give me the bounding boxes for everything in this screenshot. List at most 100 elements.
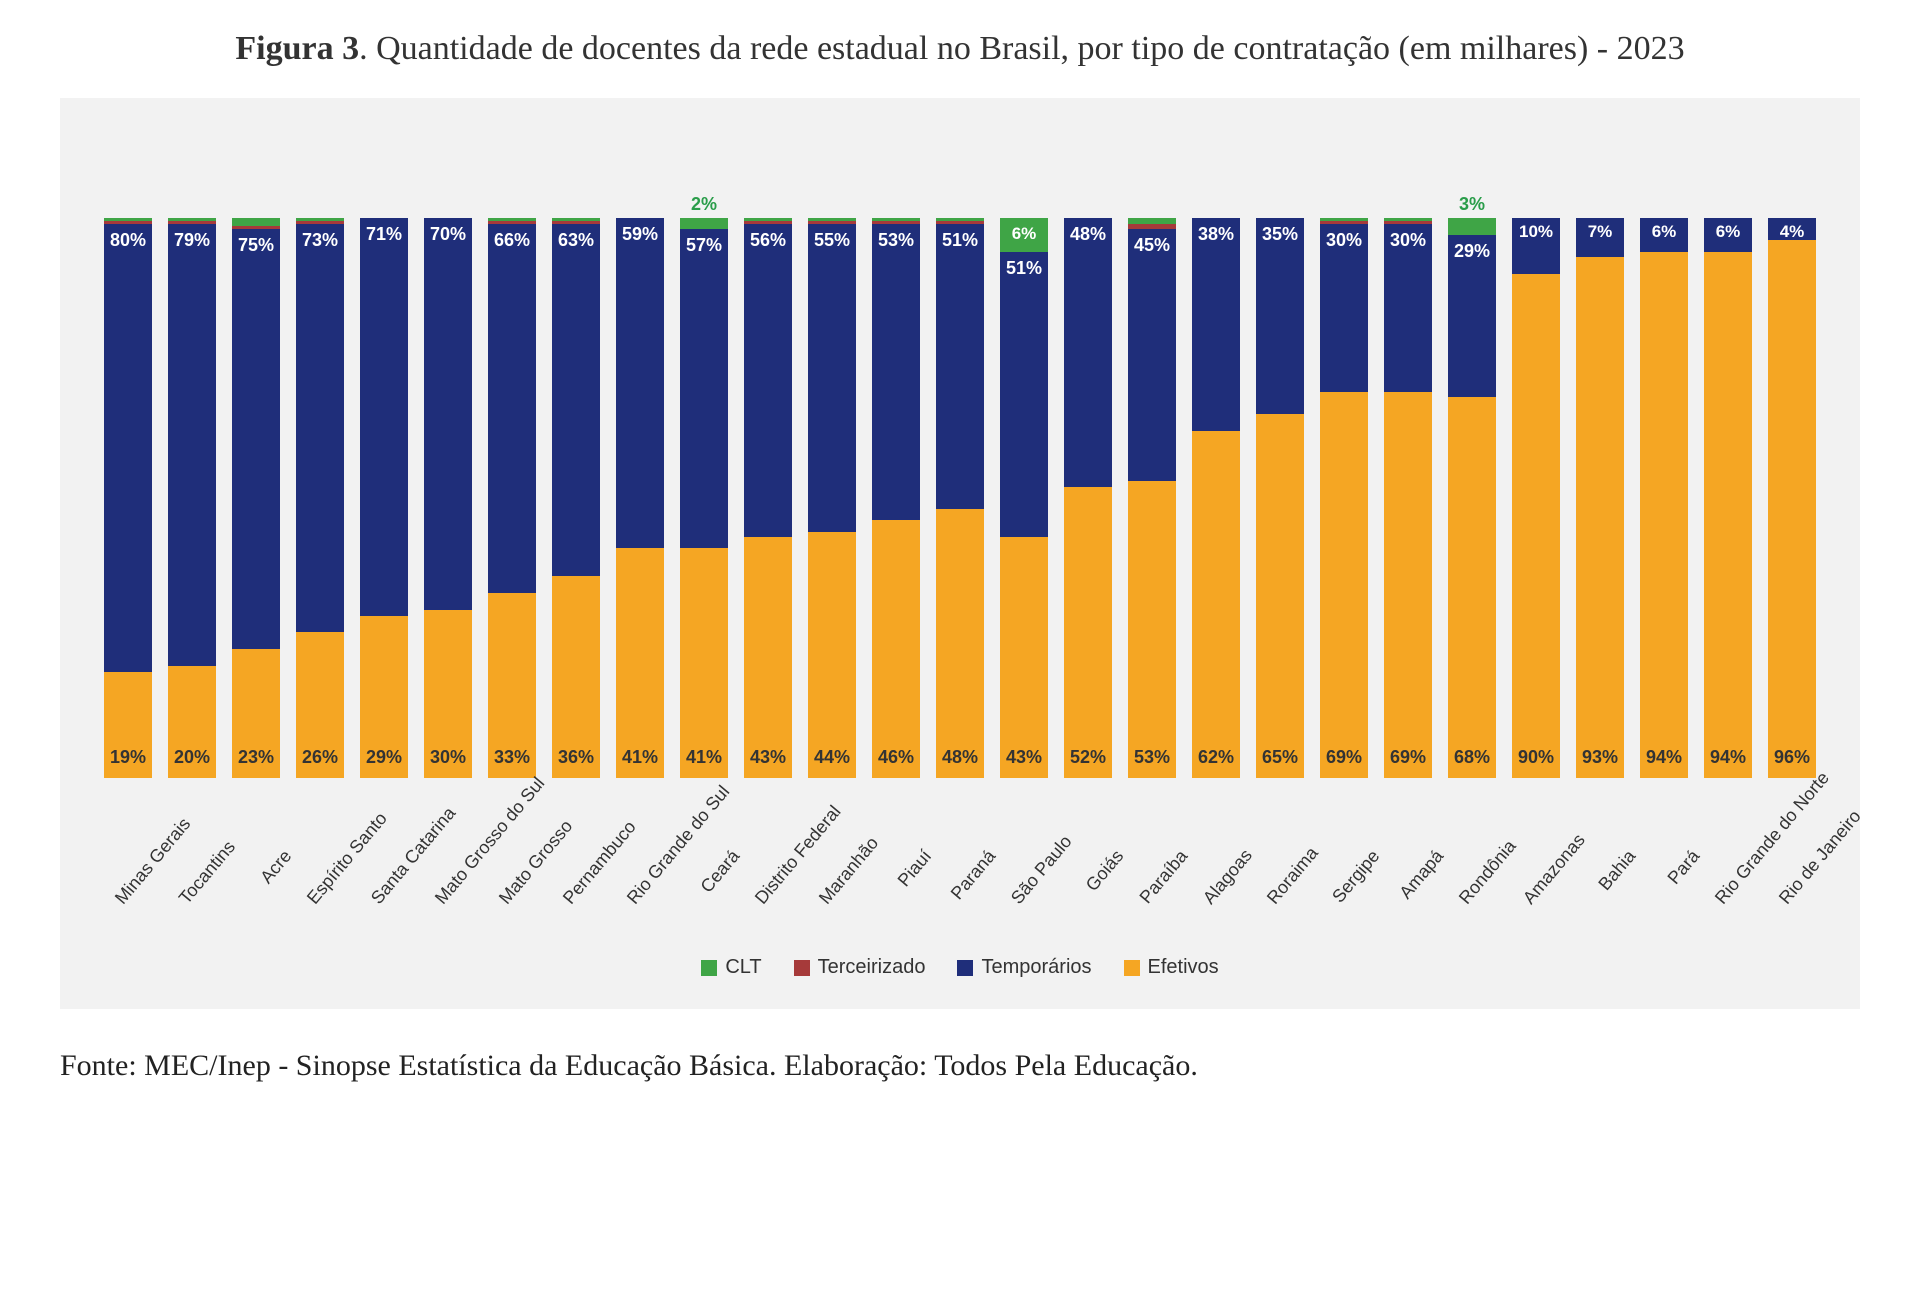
bar-column: 41%59% [610,218,670,778]
label-efetivos: 53% [1134,747,1170,768]
segment-temporarios: 29% [1448,235,1496,397]
bar-stack: 20% 79% [168,218,216,778]
label-temporarios: 55% [814,230,850,251]
segment-clt [808,218,856,221]
bar-column: 94%6% [1698,218,1758,778]
segment-efetivos: 33% [488,593,536,778]
segment-efetivos: 36% [552,576,600,778]
segment-efetivos: 94% [1704,252,1752,778]
label-temporarios: 79% [174,230,210,251]
segment-temporarios: 66% [488,224,536,594]
segment-efetivos: 20% [168,666,216,778]
segment-temporarios: 56% [744,224,792,538]
bar-column: 94%6% [1634,218,1694,778]
label-efetivos: 23% [238,747,274,768]
segment-temporarios: 73% [296,224,344,633]
bar-column: 33% 66% [482,218,542,778]
segment-terceirizado [296,221,344,224]
segment-clt: 3% [1448,218,1496,235]
segment-clt [936,218,984,221]
segment-efetivos: 29% [360,616,408,778]
bar-column: 30%70% [418,218,478,778]
bar-column: 44%55% [802,218,862,778]
segment-efetivos: 41% [680,548,728,778]
bar-column: 43% 51% 6% [994,218,1054,778]
label-efetivos: 41% [622,747,658,768]
label-temporarios: 56% [750,230,786,251]
bar-stack: 52% 48% [1064,218,1112,778]
bar-column: 52% 48% [1058,218,1118,778]
label-temporarios: 30% [1390,230,1426,251]
segment-efetivos: 90% [1512,274,1560,778]
bar-column: 19%80% [98,218,158,778]
bar-stack: 23% 75% [232,218,280,778]
label-efetivos: 36% [558,747,594,768]
segment-temporarios: 51% [1000,252,1048,538]
label-temporarios: 7% [1588,222,1613,242]
segment-terceirizado [488,221,536,224]
label-temporarios: 48% [1070,224,1106,245]
label-efetivos: 96% [1774,747,1810,768]
bar-stack: 94%6% [1640,218,1688,778]
segment-efetivos: 94% [1640,252,1688,778]
segment-clt [744,218,792,221]
bar-column: 68% 29% 3% [1442,218,1502,778]
segment-clt [872,218,920,221]
segment-temporarios: 80% [104,224,152,672]
label-temporarios: 63% [558,230,594,251]
segment-efetivos: 52% [1064,487,1112,778]
bar-stack: 90% 10% [1512,218,1560,778]
label-temporarios: 10% [1519,222,1553,242]
label-efetivos: 65% [1262,747,1298,768]
bar-stack: 43% 51% 6% [1000,218,1048,778]
bar-stack: 43% 56% [744,218,792,778]
segment-clt [296,218,344,221]
segment-efetivos: 96% [1768,240,1816,778]
segment-temporarios: 51% [936,224,984,510]
bar-column: 96%4% [1762,218,1822,778]
segment-terceirizado [232,226,280,229]
label-temporarios: 51% [1006,258,1042,279]
label-temporarios: 66% [494,230,530,251]
label-efetivos: 41% [686,747,722,768]
segment-efetivos: 68% [1448,397,1496,778]
segment-temporarios: 30% [1384,224,1432,392]
bar-stack: 29% 71% [360,218,408,778]
bar-column: 43% 56% [738,218,798,778]
segment-efetivos: 93% [1576,257,1624,778]
label-efetivos: 29% [366,747,402,768]
label-temporarios: 75% [238,235,274,256]
segment-temporarios: 6% [1704,218,1752,252]
label-temporarios: 38% [1198,224,1234,245]
segment-efetivos: 46% [872,520,920,778]
bar-stack: 48%51% [936,218,984,778]
label-efetivos: 68% [1454,747,1490,768]
bar-column: 65%35% [1250,218,1310,778]
label-temporarios: 51% [942,230,978,251]
segment-temporarios: 30% [1320,224,1368,392]
label-efetivos: 69% [1326,747,1362,768]
segment-temporarios: 79% [168,224,216,666]
segment-efetivos: 23% [232,649,280,778]
label-temporarios: 29% [1454,241,1490,262]
segment-temporarios: 71% [360,218,408,616]
bar-column: 26%73% [290,218,350,778]
segment-efetivos: 43% [744,537,792,778]
label-efetivos: 93% [1582,747,1618,768]
segment-temporarios: 48% [1064,218,1112,487]
segment-efetivos: 53% [1128,481,1176,778]
segment-clt: 6% [1000,218,1048,252]
bars-container: 19%80%20%79%23%75%26%73%29%71%30%70%33%6… [90,158,1830,778]
label-efetivos: 62% [1198,747,1234,768]
bar-stack: 26%73% [296,218,344,778]
label-temporarios: 45% [1134,235,1170,256]
figure-title: Figura 3. Quantidade de docentes da rede… [210,30,1710,68]
label-temporarios: 80% [110,230,146,251]
label-efetivos: 43% [750,747,786,768]
bar-stack: 33% 66% [488,218,536,778]
label-efetivos: 43% [1006,747,1042,768]
label-temporarios: 70% [430,224,466,245]
bar-stack: 36% 63% [552,218,600,778]
bar-column: 20% 79% [162,218,222,778]
segment-efetivos: 69% [1320,392,1368,778]
